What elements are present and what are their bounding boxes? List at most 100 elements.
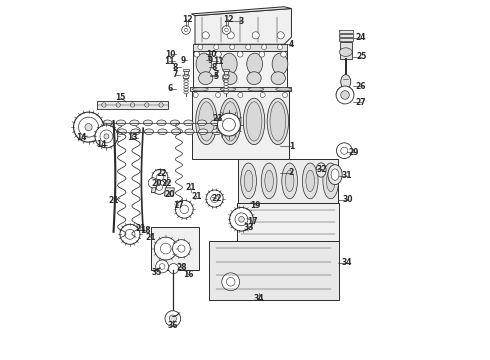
Circle shape xyxy=(125,229,135,239)
Circle shape xyxy=(184,28,188,32)
Text: 14: 14 xyxy=(96,140,107,149)
Text: 21: 21 xyxy=(135,224,146,233)
Text: 12: 12 xyxy=(183,15,193,24)
Circle shape xyxy=(85,123,92,131)
Ellipse shape xyxy=(247,53,263,75)
Text: 13: 13 xyxy=(127,133,138,142)
Circle shape xyxy=(198,45,203,50)
Ellipse shape xyxy=(184,91,188,94)
Ellipse shape xyxy=(222,102,238,141)
Polygon shape xyxy=(151,184,156,193)
Ellipse shape xyxy=(326,170,335,192)
Circle shape xyxy=(252,32,259,39)
Circle shape xyxy=(235,213,248,226)
Circle shape xyxy=(222,118,235,131)
Ellipse shape xyxy=(270,102,286,141)
Text: 27: 27 xyxy=(356,98,367,107)
Ellipse shape xyxy=(224,91,228,94)
Text: 30: 30 xyxy=(343,195,353,204)
Ellipse shape xyxy=(248,87,264,91)
Polygon shape xyxy=(193,44,287,51)
Circle shape xyxy=(156,174,164,181)
Polygon shape xyxy=(223,75,229,78)
Text: 9: 9 xyxy=(208,56,213,65)
Text: 36: 36 xyxy=(168,321,178,330)
Circle shape xyxy=(227,32,234,39)
Circle shape xyxy=(100,130,113,143)
Polygon shape xyxy=(237,203,339,241)
Polygon shape xyxy=(195,9,292,44)
Circle shape xyxy=(74,112,103,142)
Text: 21: 21 xyxy=(145,233,156,242)
Ellipse shape xyxy=(184,120,193,126)
Circle shape xyxy=(148,178,158,188)
Text: 35: 35 xyxy=(151,268,162,277)
Circle shape xyxy=(182,26,190,34)
Polygon shape xyxy=(183,69,189,71)
Ellipse shape xyxy=(328,165,342,185)
Circle shape xyxy=(78,117,98,137)
Ellipse shape xyxy=(261,163,277,199)
Ellipse shape xyxy=(341,75,351,89)
Polygon shape xyxy=(339,30,353,33)
Circle shape xyxy=(95,125,118,148)
Ellipse shape xyxy=(271,72,285,85)
Ellipse shape xyxy=(224,88,228,91)
Ellipse shape xyxy=(193,87,208,91)
Ellipse shape xyxy=(306,170,315,192)
Ellipse shape xyxy=(323,163,339,199)
Circle shape xyxy=(218,113,241,136)
Ellipse shape xyxy=(103,120,112,126)
Ellipse shape xyxy=(331,169,339,180)
Ellipse shape xyxy=(225,129,235,135)
Ellipse shape xyxy=(212,129,221,135)
Circle shape xyxy=(277,32,284,39)
Ellipse shape xyxy=(184,77,188,80)
Ellipse shape xyxy=(220,87,236,91)
Circle shape xyxy=(172,240,190,257)
Ellipse shape xyxy=(247,72,261,85)
Circle shape xyxy=(238,93,243,98)
Ellipse shape xyxy=(244,98,265,145)
Ellipse shape xyxy=(302,163,318,199)
Ellipse shape xyxy=(184,80,188,82)
Circle shape xyxy=(145,103,149,107)
Circle shape xyxy=(341,147,348,154)
Ellipse shape xyxy=(316,163,326,177)
Text: 7: 7 xyxy=(213,70,219,79)
Circle shape xyxy=(230,45,235,50)
Ellipse shape xyxy=(143,120,152,126)
Polygon shape xyxy=(339,38,353,41)
Circle shape xyxy=(226,278,235,286)
Text: 23: 23 xyxy=(212,114,222,123)
Text: 4: 4 xyxy=(289,40,294,49)
Text: 31: 31 xyxy=(342,171,352,180)
Ellipse shape xyxy=(185,129,194,135)
Circle shape xyxy=(180,205,189,213)
Circle shape xyxy=(260,93,265,98)
Text: 12: 12 xyxy=(223,15,233,24)
Circle shape xyxy=(102,103,106,107)
Text: 8: 8 xyxy=(172,63,178,72)
Ellipse shape xyxy=(104,129,113,135)
Circle shape xyxy=(116,103,121,107)
Circle shape xyxy=(120,224,140,244)
Circle shape xyxy=(214,45,219,50)
Text: 3: 3 xyxy=(239,17,244,26)
Text: 24: 24 xyxy=(356,33,367,42)
Text: 9: 9 xyxy=(181,56,186,65)
Text: 10: 10 xyxy=(166,50,176,59)
Text: 1: 1 xyxy=(289,141,294,150)
Circle shape xyxy=(262,45,267,50)
Polygon shape xyxy=(223,69,229,71)
Circle shape xyxy=(184,73,188,76)
Text: 17: 17 xyxy=(173,201,184,210)
Circle shape xyxy=(159,103,163,107)
Circle shape xyxy=(169,264,178,274)
Circle shape xyxy=(160,243,171,254)
Circle shape xyxy=(224,73,228,76)
Circle shape xyxy=(245,45,251,50)
Ellipse shape xyxy=(184,88,188,91)
Polygon shape xyxy=(184,71,188,73)
Text: 32: 32 xyxy=(317,165,327,174)
